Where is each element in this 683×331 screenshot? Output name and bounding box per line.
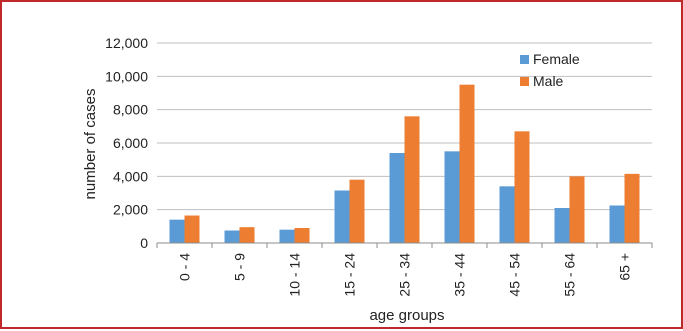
- bar-female-0: [169, 219, 185, 243]
- x-tick-label: 65 +: [617, 253, 633, 281]
- y-tick-label: 10,000: [105, 68, 148, 84]
- x-tick-label: 10 - 14: [287, 253, 303, 297]
- legend-label-female: Female: [533, 51, 580, 67]
- bar-male-3: [349, 179, 365, 243]
- x-tick-label: 15 - 24: [342, 253, 358, 297]
- bar-female-5: [444, 151, 460, 243]
- bar-female-1: [224, 230, 240, 243]
- x-axis: [156, 242, 653, 248]
- bar-male-2: [294, 228, 310, 243]
- y-tick-label: 4,000: [113, 168, 148, 184]
- y-tick-label: 6,000: [113, 135, 148, 151]
- x-axis-ticks: 0 - 4 5 - 9 10 - 14 15 - 24 25 - 34 35 - 44 45…: [177, 253, 633, 297]
- bar-male-6: [514, 131, 530, 243]
- y-axis-ticks: 0 2,000 4,000 6,000 8,000 10,000 12,000: [105, 35, 148, 251]
- bar-male-8: [624, 173, 640, 243]
- bar-male-4: [404, 116, 420, 243]
- bar-female-7: [554, 208, 570, 243]
- x-axis-label: age groups: [369, 307, 444, 324]
- x-tick-label: 55 - 64: [562, 253, 578, 297]
- y-axis-label: number of cases: [82, 89, 99, 200]
- bar-female-4: [389, 153, 405, 243]
- y-tick-label: 12,000: [105, 35, 148, 51]
- x-tick-label: 5 - 9: [232, 253, 248, 281]
- x-tick-label: 0 - 4: [177, 253, 193, 281]
- legend-label-male: Male: [533, 73, 564, 89]
- y-tick-label: 2,000: [113, 202, 148, 218]
- bar-male-5: [459, 84, 475, 244]
- x-tick-label: 35 - 44: [452, 253, 468, 297]
- bar-male-0: [184, 215, 200, 243]
- legend-swatch-female: [520, 55, 529, 64]
- bar-female-6: [499, 186, 515, 243]
- x-tick-label: 45 - 54: [507, 253, 523, 297]
- legend: Female Male: [520, 51, 580, 89]
- y-tick-label: 0: [140, 235, 148, 251]
- bars: [169, 84, 640, 244]
- y-tick-label: 8,000: [113, 102, 148, 118]
- bar-male-7: [569, 176, 585, 243]
- bar-male-1: [239, 227, 255, 243]
- bar-female-2: [279, 229, 295, 243]
- bar-female-8: [609, 205, 625, 243]
- legend-swatch-male: [520, 77, 529, 86]
- bar-female-3: [334, 190, 350, 243]
- x-tick-label: 25 - 34: [397, 253, 413, 297]
